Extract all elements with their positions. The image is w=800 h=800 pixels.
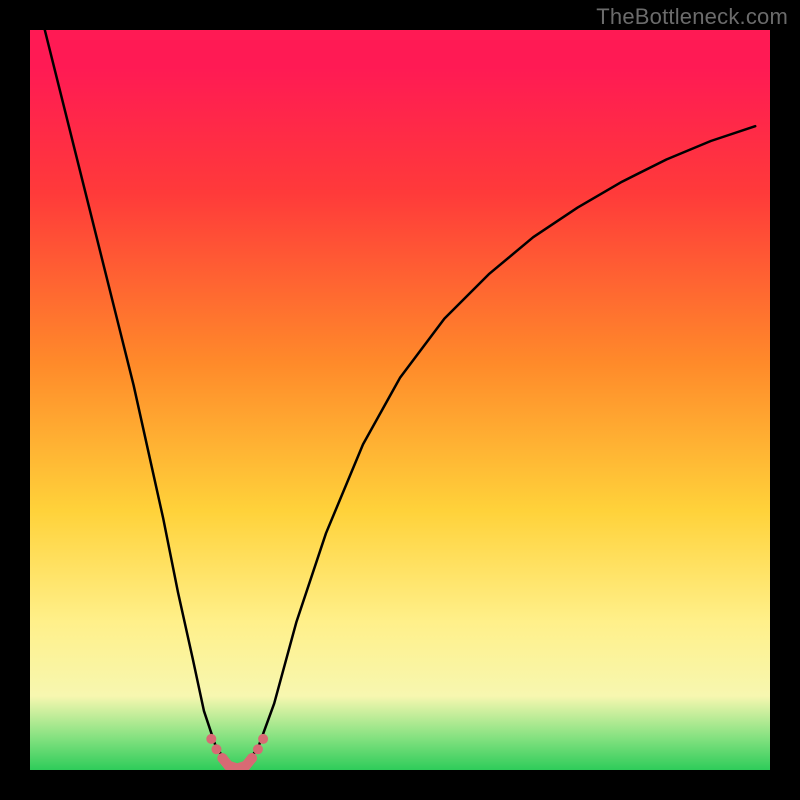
watermark-text: TheBottleneck.com xyxy=(596,4,788,30)
plot-area xyxy=(30,30,770,770)
chart-svg xyxy=(30,30,770,770)
chart-frame: TheBottleneck.com xyxy=(0,0,800,800)
